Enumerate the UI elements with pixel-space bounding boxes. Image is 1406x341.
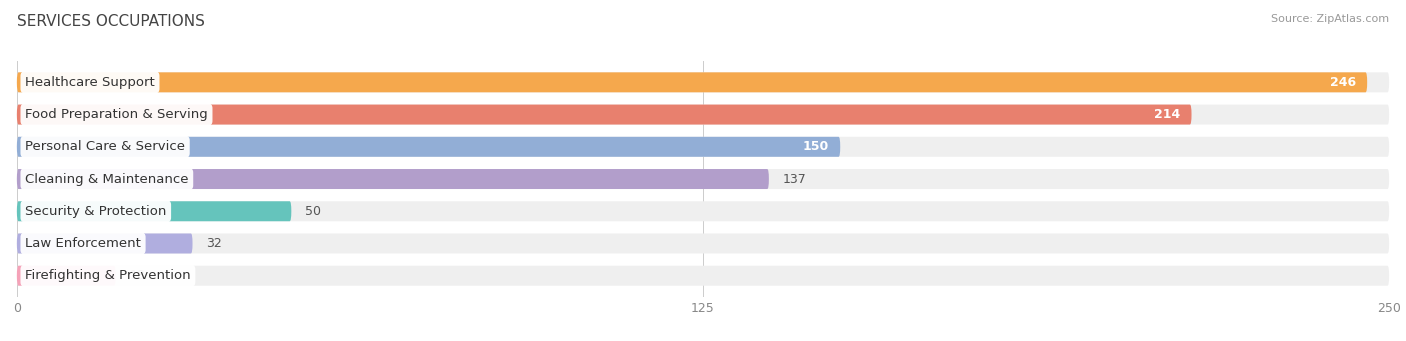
FancyBboxPatch shape	[17, 234, 193, 253]
FancyBboxPatch shape	[17, 72, 1389, 92]
Text: Personal Care & Service: Personal Care & Service	[25, 140, 186, 153]
Text: 137: 137	[783, 173, 806, 186]
Text: Healthcare Support: Healthcare Support	[25, 76, 155, 89]
Text: 246: 246	[1330, 76, 1357, 89]
FancyBboxPatch shape	[17, 105, 1191, 124]
Text: Source: ZipAtlas.com: Source: ZipAtlas.com	[1271, 14, 1389, 24]
Text: 18: 18	[129, 269, 145, 282]
FancyBboxPatch shape	[17, 137, 1389, 157]
FancyBboxPatch shape	[17, 169, 769, 189]
Text: Food Preparation & Serving: Food Preparation & Serving	[25, 108, 208, 121]
FancyBboxPatch shape	[17, 266, 1389, 286]
FancyBboxPatch shape	[17, 169, 1389, 189]
Text: SERVICES OCCUPATIONS: SERVICES OCCUPATIONS	[17, 14, 205, 29]
FancyBboxPatch shape	[17, 105, 1389, 124]
Text: 214: 214	[1154, 108, 1181, 121]
Text: 50: 50	[305, 205, 321, 218]
Text: Law Enforcement: Law Enforcement	[25, 237, 141, 250]
Text: 32: 32	[207, 237, 222, 250]
FancyBboxPatch shape	[17, 137, 841, 157]
FancyBboxPatch shape	[17, 201, 291, 221]
Text: Cleaning & Maintenance: Cleaning & Maintenance	[25, 173, 188, 186]
FancyBboxPatch shape	[17, 201, 1389, 221]
Text: Firefighting & Prevention: Firefighting & Prevention	[25, 269, 191, 282]
FancyBboxPatch shape	[17, 266, 115, 286]
Text: Security & Protection: Security & Protection	[25, 205, 166, 218]
FancyBboxPatch shape	[17, 234, 1389, 253]
FancyBboxPatch shape	[17, 72, 1367, 92]
Text: 150: 150	[803, 140, 830, 153]
